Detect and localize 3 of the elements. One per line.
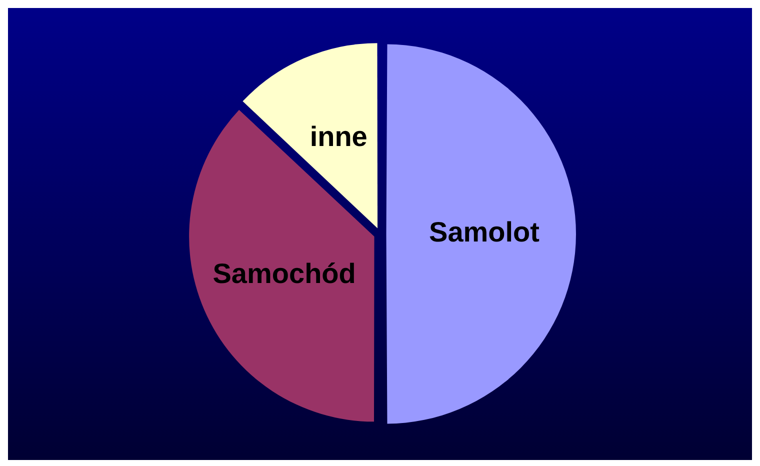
slice-label: Samolot xyxy=(429,216,540,248)
slice-label: inne xyxy=(310,121,368,152)
slice-label: Samochód xyxy=(212,258,356,290)
